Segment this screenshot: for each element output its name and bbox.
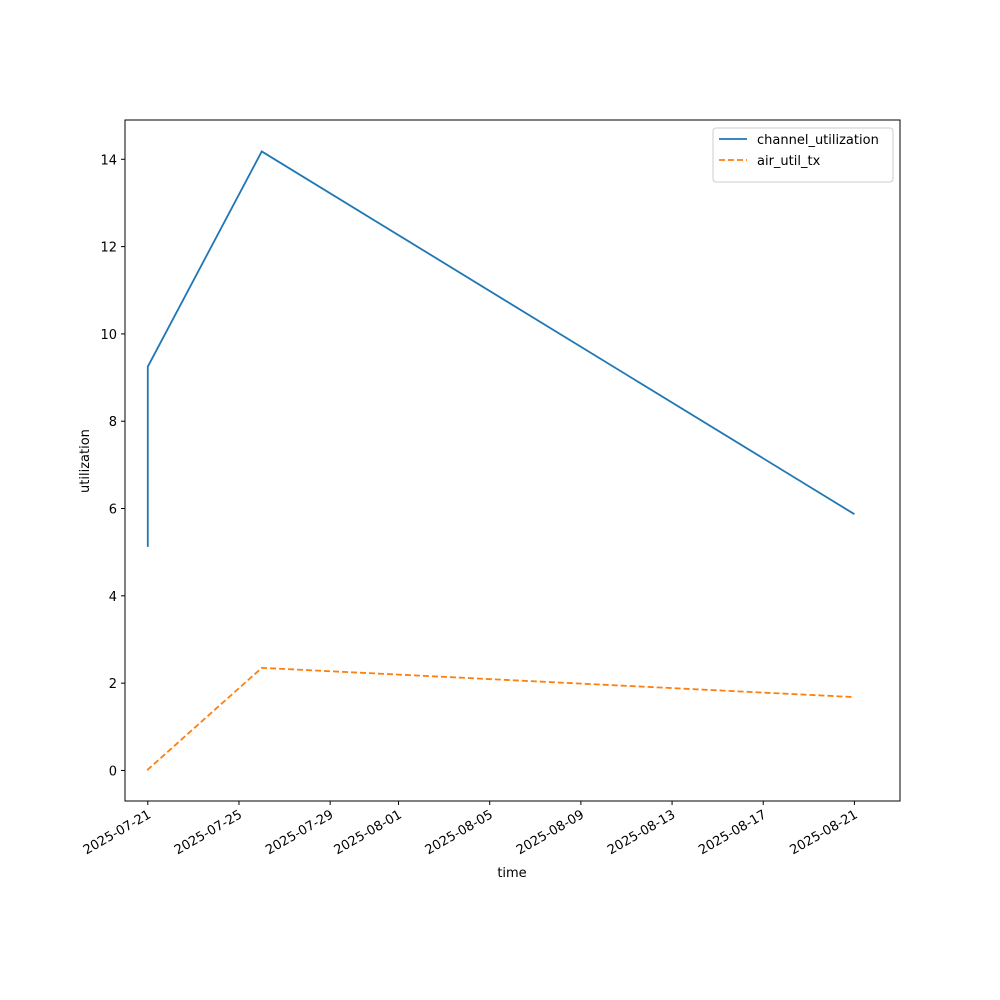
line-series: [146, 666, 855, 771]
y-tick-label: 10: [100, 328, 117, 343]
legend-label: air_util_tx: [757, 154, 821, 169]
y-tick-label: 2: [109, 677, 117, 692]
y-axis-label: utilization: [78, 429, 93, 493]
y-tick-label: 4: [109, 590, 117, 605]
y-tick-label: 14: [100, 153, 117, 168]
legend-box: [712, 127, 894, 183]
y-tick-label: 8: [109, 415, 117, 430]
line-series: [146, 150, 855, 547]
y-tick-label: 0: [109, 764, 117, 779]
y-tick-label: 12: [100, 241, 117, 256]
y-tick-label: 6: [109, 503, 117, 518]
x-axis-label: time: [497, 866, 526, 881]
legend-label: channel_utilization: [757, 133, 879, 148]
plot-frame: [124, 119, 901, 802]
